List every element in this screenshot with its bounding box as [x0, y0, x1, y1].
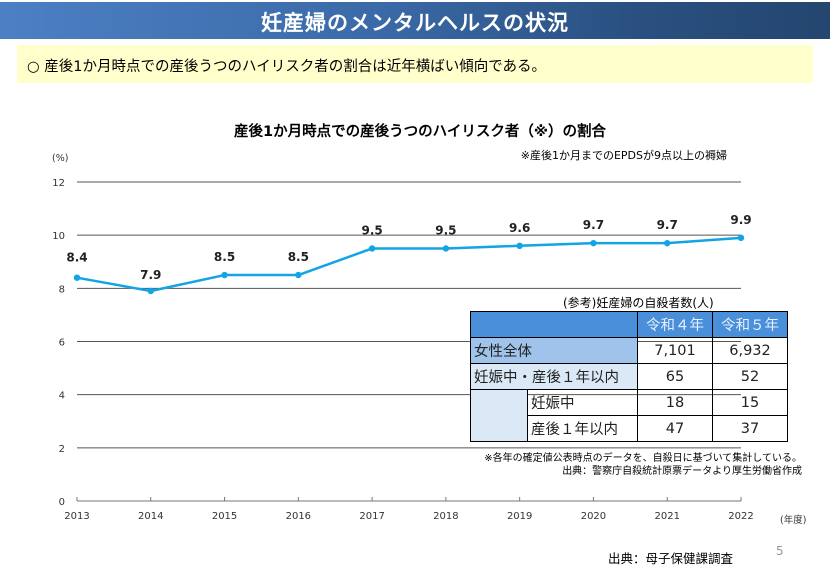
- reference-table-title: (参考)妊産婦の自殺者数(人): [563, 296, 714, 310]
- reference-notes: ※各年の確定値公表時点のデータを、自殺日に基づいて集計している。 出典：警察庁自…: [484, 452, 802, 478]
- data-point: [221, 271, 228, 279]
- data-point: [73, 274, 81, 281]
- x-tick-label: 2020: [581, 511, 606, 522]
- row-label: 産後１年以内: [527, 415, 638, 442]
- data-point: [368, 245, 376, 252]
- x-tick-label: 2013: [64, 511, 89, 522]
- table-header-row: 令和４年 令和５年: [470, 311, 788, 338]
- data-label: 8.5: [214, 250, 235, 264]
- summary-text: ○ 産後1か月時点での産後うつのハイリスク者の割合は近年横ばい傾向である。: [27, 59, 547, 75]
- table-row: 産後１年以内 47 37: [471, 415, 788, 442]
- chart-title: 産後1か月時点での産後うつのハイリスク者（※）の割合: [234, 124, 606, 140]
- data-point: [516, 242, 523, 249]
- table-row: 妊娠中 18 15: [470, 389, 788, 442]
- chart-note: ※産後1か月までのEPDSが9点以上の褥婦: [520, 149, 727, 162]
- page-number: 5: [776, 544, 784, 558]
- reference-source: 出典：警察庁自殺統計原票データより厚生労働省作成: [562, 466, 802, 477]
- data-point: [664, 239, 671, 247]
- data-label: 9.5: [361, 223, 382, 237]
- x-tick-label: 2022: [728, 511, 753, 522]
- cell-value: 7,101: [637, 337, 713, 364]
- data-label: 9.5: [435, 223, 456, 237]
- header-blank-cell: [470, 311, 638, 338]
- x-axis-unit: (年度): [780, 514, 806, 526]
- data-point: [147, 287, 154, 295]
- x-tick-label: 2015: [212, 511, 237, 522]
- data-label: 9.9: [730, 213, 751, 227]
- reference-note: ※各年の確定値公表時点のデータを、自殺日に基づいて集計している。: [484, 453, 802, 464]
- y-tick-label: 4: [59, 391, 65, 402]
- data-label: 8.5: [288, 250, 309, 264]
- cell-value: 6,932: [712, 337, 788, 364]
- cell-value: 47: [637, 415, 713, 442]
- data-point: [442, 245, 450, 252]
- y-tick-label: 12: [52, 178, 65, 189]
- y-tick-label: 2: [59, 444, 65, 455]
- y-tick-label: 8: [59, 284, 65, 295]
- x-tick-label: 2021: [654, 511, 679, 522]
- y-axis-unit: (%): [52, 153, 68, 164]
- y-tick-label: 6: [59, 338, 65, 349]
- cell-value: 65: [637, 363, 713, 390]
- row-label: 妊娠中・産後１年以内: [470, 363, 638, 390]
- data-label: 9.6: [509, 221, 530, 235]
- data-label: 8.4: [66, 251, 87, 265]
- x-tick-label: 2014: [138, 511, 163, 522]
- table-row: 女性全体 7,101 6,932: [470, 337, 788, 364]
- cell-value: 18: [637, 389, 713, 416]
- data-label: 9.7: [657, 218, 678, 232]
- row-label: 妊娠中: [527, 389, 638, 416]
- data-point: [295, 271, 302, 279]
- x-tick-label: 2019: [507, 511, 532, 522]
- slide-header: 妊産婦のメンタルヘルスの状況: [0, 2, 830, 39]
- data-label: 9.7: [583, 218, 604, 232]
- x-tick-label: 2017: [359, 511, 384, 522]
- data-point: [737, 234, 745, 242]
- row-label: 女性全体: [470, 337, 638, 364]
- slide-title: 妊産婦のメンタルヘルスの状況: [261, 11, 569, 35]
- x-tick-label: 2018: [433, 511, 458, 522]
- data-point: [590, 239, 597, 247]
- x-tick-label: 2016: [286, 511, 311, 522]
- column-header: 令和５年: [712, 311, 788, 338]
- cell-value: 15: [712, 389, 788, 416]
- indent-cell: [470, 389, 528, 442]
- column-header: 令和４年: [637, 311, 713, 338]
- y-tick-label: 0: [59, 497, 65, 508]
- table-row: 妊娠中・産後１年以内 65 52: [470, 363, 788, 390]
- cell-value: 52: [712, 363, 788, 390]
- series-line: [76, 236, 742, 293]
- data-label: 7.9: [140, 268, 161, 282]
- cell-value: 37: [712, 415, 788, 442]
- y-tick-label: 10: [52, 231, 65, 242]
- reference-table: 令和４年 令和５年 女性全体 7,101 6,932 妊娠中・産後１年以内 65…: [470, 311, 788, 442]
- summary-box: ○ 産後1か月時点での産後うつのハイリスク者の割合は近年横ばい傾向である。: [17, 45, 813, 83]
- source-note: 出典：母子保健課調査: [608, 551, 734, 566]
